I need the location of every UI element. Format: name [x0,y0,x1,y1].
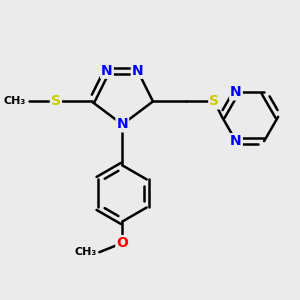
Text: N: N [230,85,242,99]
Text: N: N [101,64,113,78]
Text: S: S [209,94,219,109]
Text: N: N [132,64,143,78]
Text: CH₃: CH₃ [4,97,26,106]
Text: N: N [116,117,128,131]
Text: O: O [116,236,128,250]
Text: CH₃: CH₃ [74,247,97,257]
Text: N: N [230,134,242,148]
Text: S: S [51,94,61,109]
